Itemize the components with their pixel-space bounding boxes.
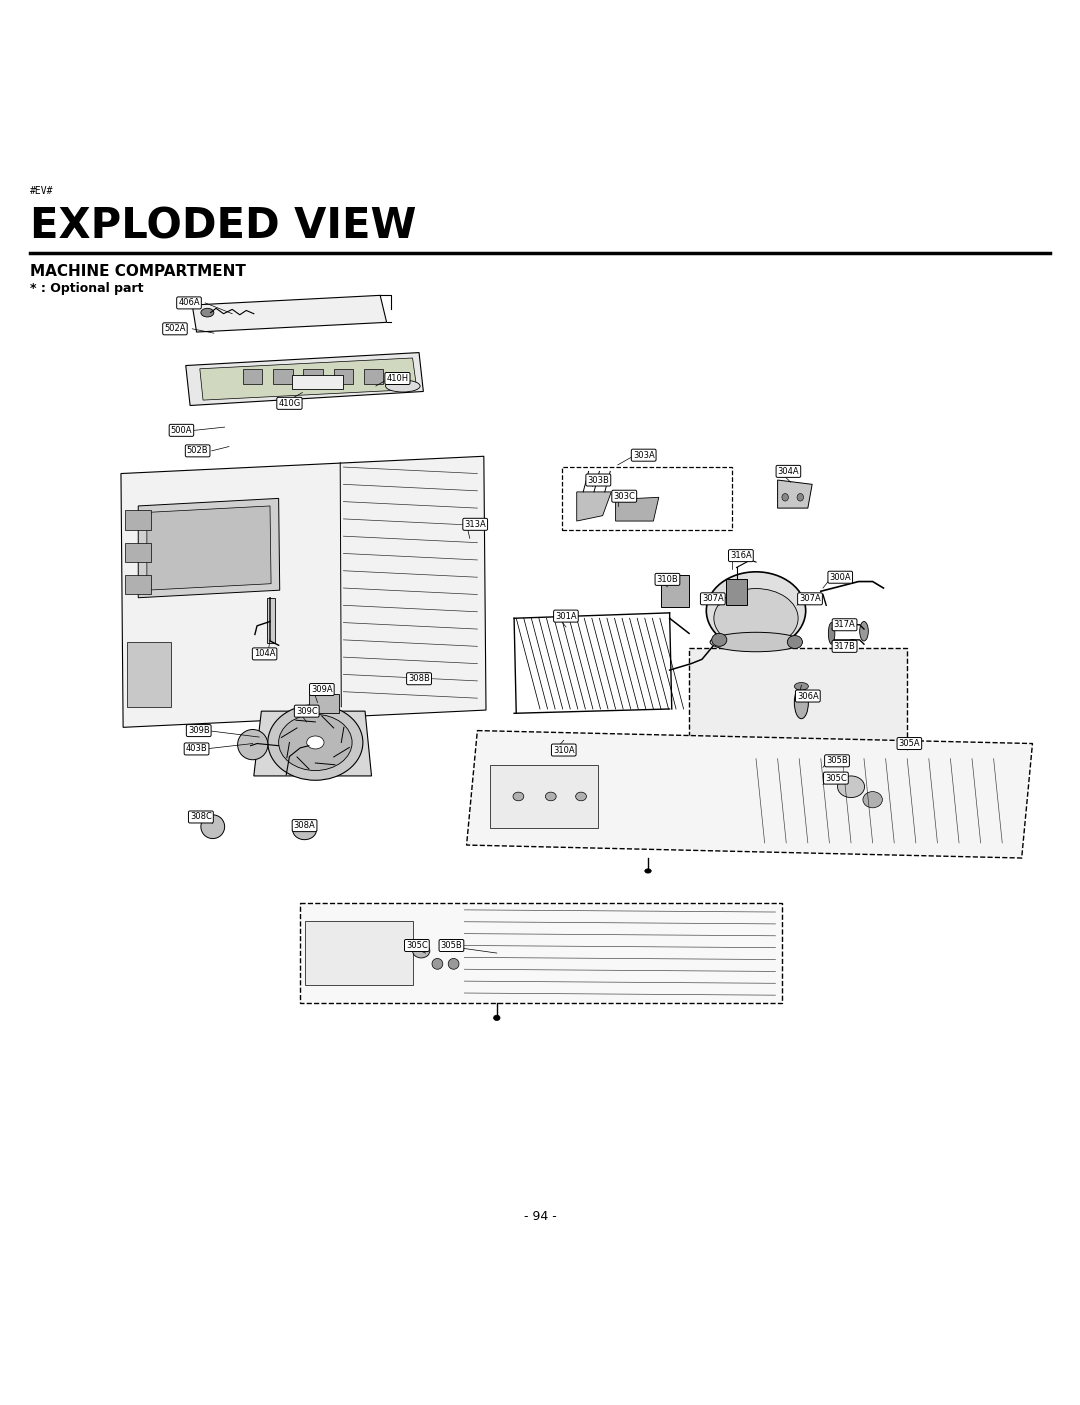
Ellipse shape xyxy=(268,705,363,780)
Ellipse shape xyxy=(413,944,430,958)
Ellipse shape xyxy=(201,815,225,839)
Text: 305B: 305B xyxy=(441,941,462,950)
Text: 313A: 313A xyxy=(464,520,486,528)
Polygon shape xyxy=(577,492,611,521)
Ellipse shape xyxy=(307,736,324,749)
Ellipse shape xyxy=(787,635,802,649)
Ellipse shape xyxy=(711,632,802,652)
Bar xyxy=(726,579,747,606)
Bar xyxy=(364,368,383,384)
Text: 317B: 317B xyxy=(834,642,855,651)
Text: 316A: 316A xyxy=(730,551,752,561)
Polygon shape xyxy=(200,358,417,400)
Ellipse shape xyxy=(714,589,798,648)
Text: 306A: 306A xyxy=(797,691,819,701)
Bar xyxy=(125,510,151,530)
Bar xyxy=(125,575,151,594)
Polygon shape xyxy=(121,457,486,728)
Ellipse shape xyxy=(712,634,727,646)
Ellipse shape xyxy=(863,791,882,808)
Text: 309A: 309A xyxy=(311,686,333,694)
Ellipse shape xyxy=(293,821,316,840)
Polygon shape xyxy=(689,649,907,766)
Bar xyxy=(127,642,171,707)
Text: 303B: 303B xyxy=(588,475,609,485)
Text: 410G: 410G xyxy=(279,399,300,407)
Text: 502A: 502A xyxy=(164,325,186,333)
Ellipse shape xyxy=(576,792,586,801)
Bar xyxy=(309,694,339,714)
Bar xyxy=(305,920,413,985)
Text: * : Optional part: * : Optional part xyxy=(30,282,144,295)
Bar xyxy=(490,766,598,828)
Text: 309B: 309B xyxy=(188,726,210,735)
Polygon shape xyxy=(616,497,659,521)
Ellipse shape xyxy=(432,958,443,969)
Text: #EV#: #EV# xyxy=(30,187,54,197)
Ellipse shape xyxy=(795,686,808,719)
Bar xyxy=(243,368,262,384)
Text: 305B: 305B xyxy=(826,756,848,766)
Ellipse shape xyxy=(860,621,868,641)
Text: 310A: 310A xyxy=(553,746,575,754)
Text: 300A: 300A xyxy=(829,573,851,582)
Text: 307A: 307A xyxy=(799,594,821,603)
Ellipse shape xyxy=(797,493,804,502)
Ellipse shape xyxy=(386,381,420,392)
Ellipse shape xyxy=(645,868,651,873)
Bar xyxy=(267,597,275,643)
Ellipse shape xyxy=(828,622,835,643)
Polygon shape xyxy=(254,711,372,776)
Text: 317A: 317A xyxy=(834,620,855,629)
Text: 305C: 305C xyxy=(406,941,428,950)
Polygon shape xyxy=(186,353,423,406)
Text: - 94 -: - 94 - xyxy=(524,1210,556,1224)
Bar xyxy=(334,368,353,384)
Text: 308B: 308B xyxy=(408,674,430,683)
Ellipse shape xyxy=(838,776,865,798)
Text: 309C: 309C xyxy=(296,707,318,715)
Polygon shape xyxy=(300,903,782,1003)
Ellipse shape xyxy=(448,958,459,969)
Ellipse shape xyxy=(494,1016,500,1020)
Text: EXPLODED VIEW: EXPLODED VIEW xyxy=(30,205,417,247)
Text: 410H: 410H xyxy=(387,374,408,384)
Text: 500A: 500A xyxy=(171,426,192,434)
Text: 502B: 502B xyxy=(187,447,208,455)
Ellipse shape xyxy=(706,572,806,649)
Bar xyxy=(661,575,689,607)
Ellipse shape xyxy=(201,308,214,318)
Text: 307A: 307A xyxy=(702,594,724,603)
Bar xyxy=(125,542,151,562)
Bar xyxy=(292,375,343,389)
Text: 305A: 305A xyxy=(899,739,920,747)
Text: 308C: 308C xyxy=(190,812,212,822)
Ellipse shape xyxy=(795,683,808,690)
Bar xyxy=(303,368,323,384)
Text: MACHINE COMPARTMENT: MACHINE COMPARTMENT xyxy=(30,264,246,280)
Bar xyxy=(273,368,293,384)
Polygon shape xyxy=(138,499,280,597)
Text: 104A: 104A xyxy=(254,649,275,659)
Ellipse shape xyxy=(545,792,556,801)
Ellipse shape xyxy=(279,714,352,770)
Text: 310B: 310B xyxy=(657,575,678,584)
Text: 304A: 304A xyxy=(778,466,799,476)
Text: 308A: 308A xyxy=(294,821,315,830)
Ellipse shape xyxy=(238,729,268,760)
Text: 305C: 305C xyxy=(825,774,847,783)
Text: 301A: 301A xyxy=(555,611,577,621)
Text: 303C: 303C xyxy=(613,492,635,500)
Polygon shape xyxy=(778,481,812,509)
Polygon shape xyxy=(147,506,271,590)
Text: 303A: 303A xyxy=(633,451,654,459)
Polygon shape xyxy=(467,731,1032,858)
Text: 406A: 406A xyxy=(178,298,200,308)
Text: 403B: 403B xyxy=(186,745,207,753)
Polygon shape xyxy=(192,295,387,332)
Ellipse shape xyxy=(782,493,788,502)
Ellipse shape xyxy=(513,792,524,801)
